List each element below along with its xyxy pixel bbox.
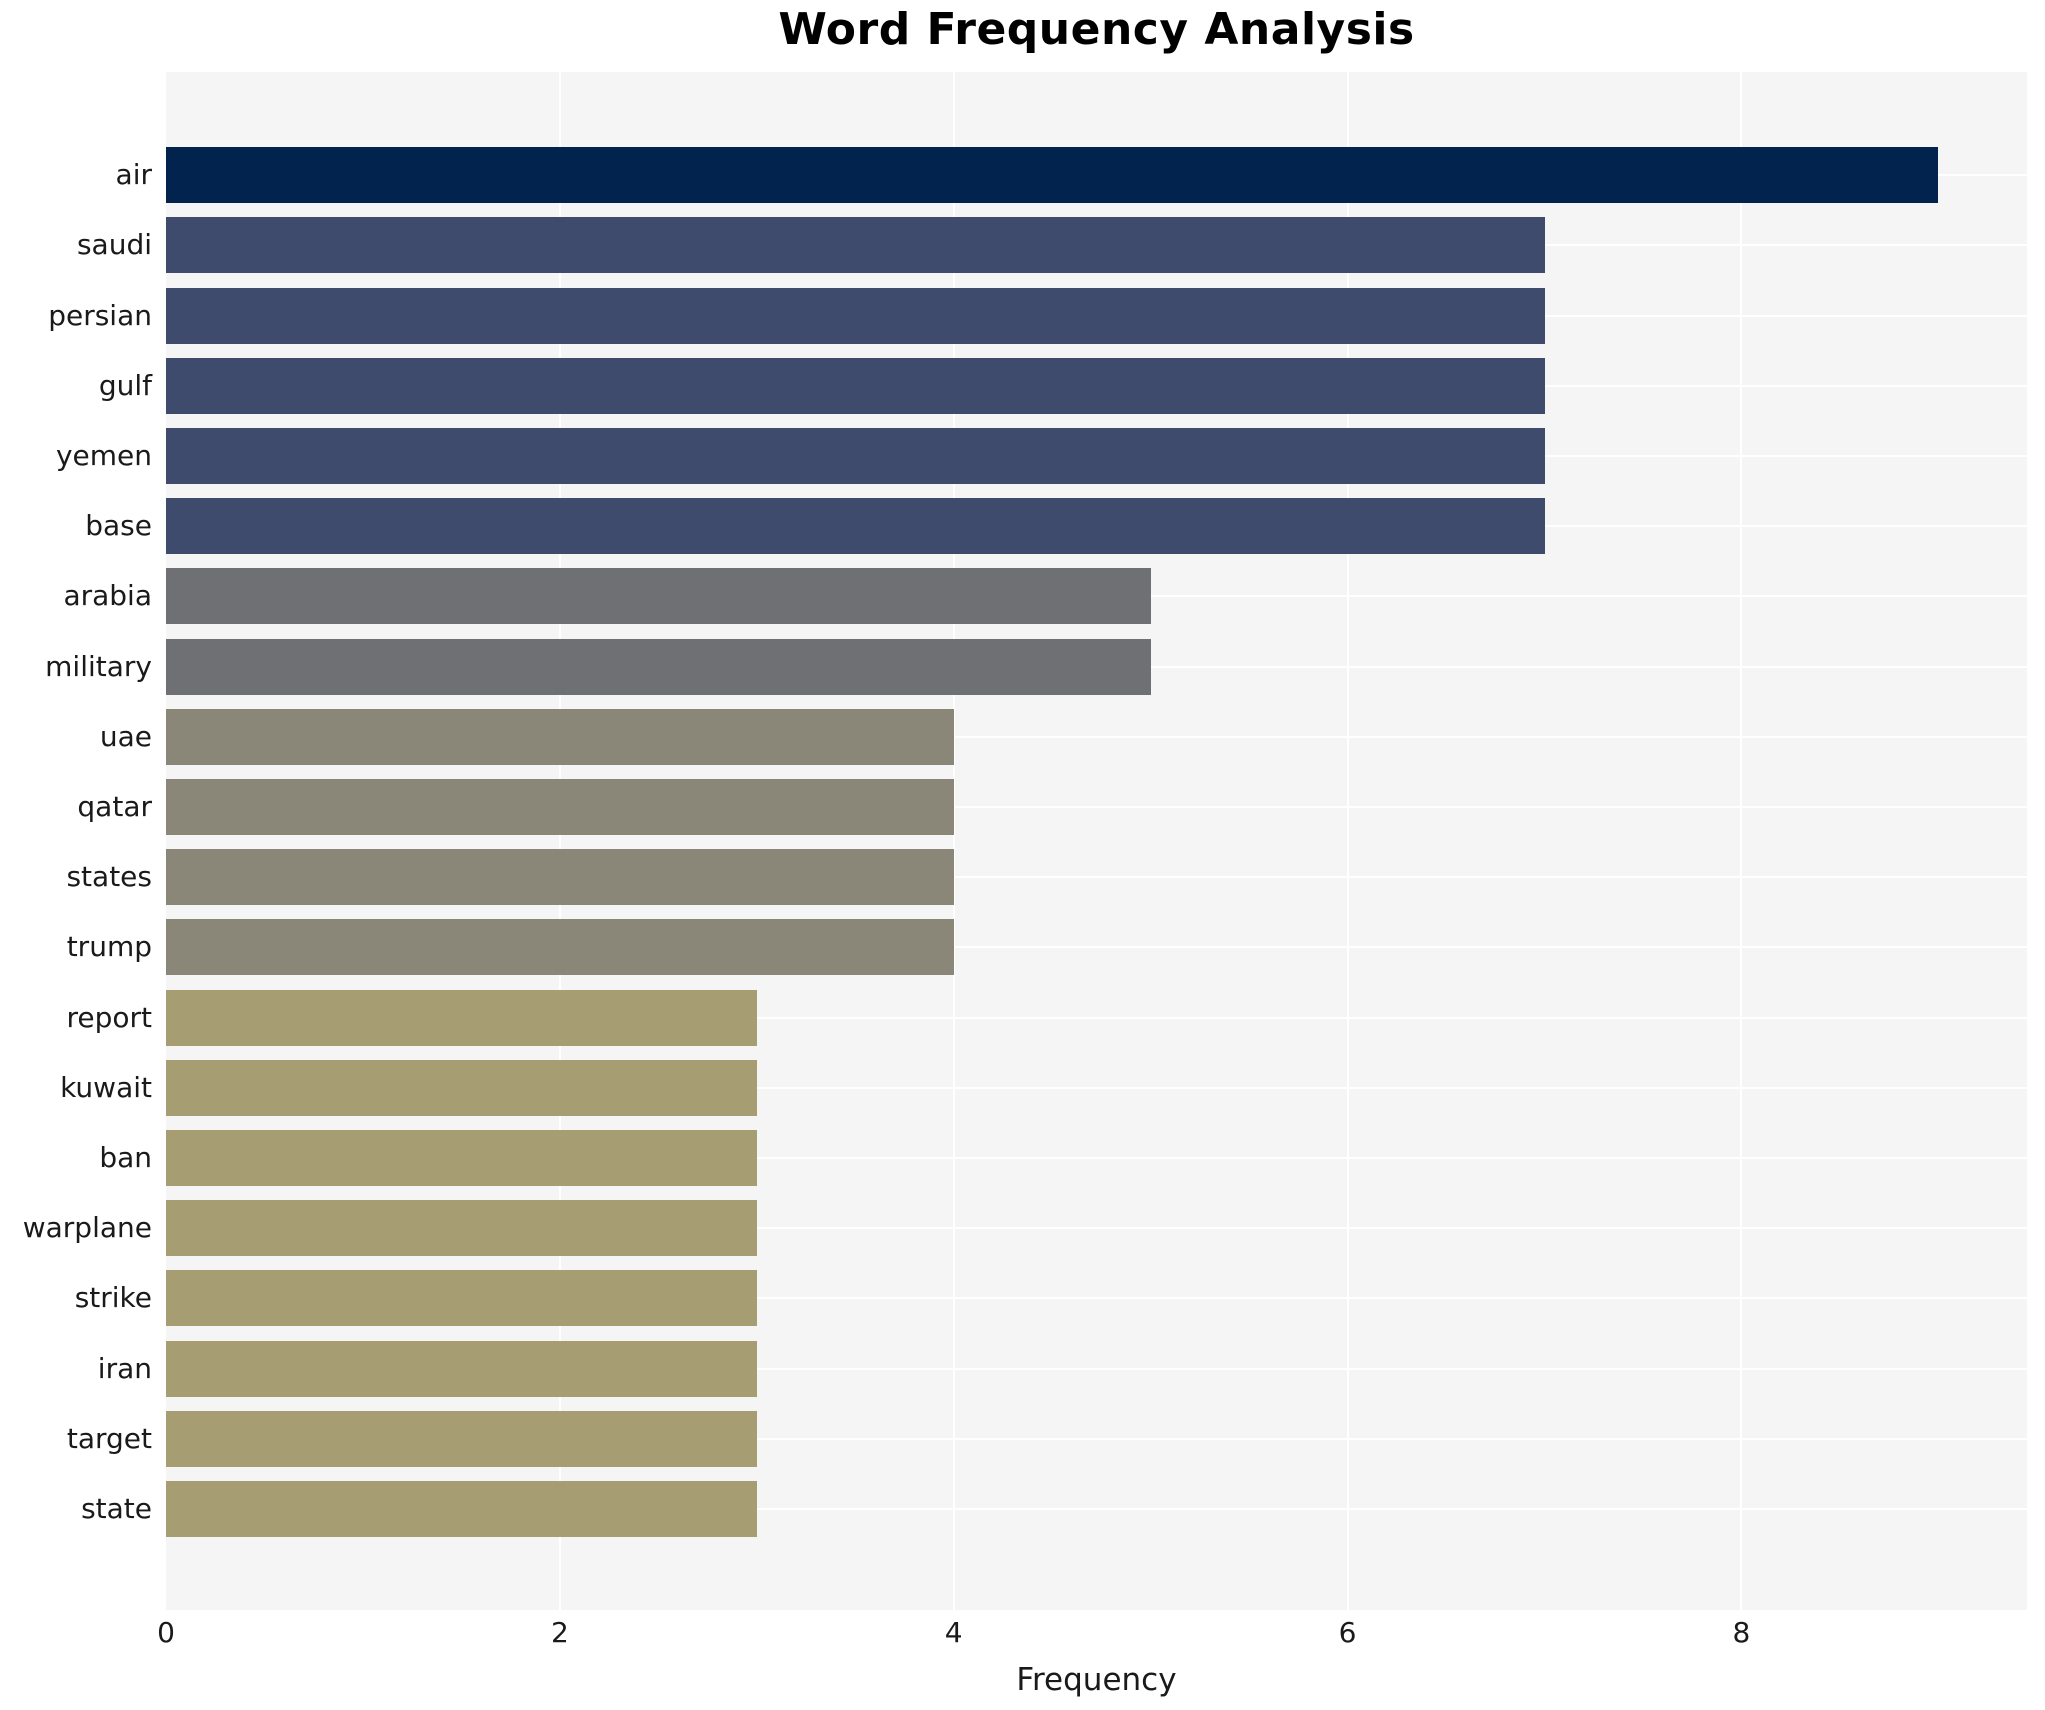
bar-row: state [81, 1474, 2027, 1544]
bar-row: states [66, 842, 2027, 912]
y-axis-label: state [81, 1491, 152, 1525]
horizontal-gridline [166, 735, 2027, 738]
frequency-bar [166, 919, 954, 976]
y-axis-label: persian [48, 298, 152, 332]
y-axis-label: iran [97, 1351, 152, 1385]
bar-row: warplane [23, 1193, 2027, 1263]
frequency-bar [166, 1340, 757, 1397]
horizontal-gridline [166, 946, 2027, 949]
y-axis-label: states [66, 860, 152, 894]
y-axis-label: base [85, 509, 152, 543]
x-axis-title: Frequency [1016, 1662, 1177, 1698]
bar-row: base [85, 491, 2027, 561]
frequency-bar [166, 778, 954, 835]
y-axis-label: military [45, 649, 152, 683]
frequency-bar [166, 1129, 757, 1186]
x-axis-tick-labels: 0 2 4 6 8 [157, 1616, 2027, 1654]
frequency-bar [166, 849, 954, 906]
y-axis-label: kuwait [60, 1070, 152, 1104]
y-axis-label: air [115, 158, 152, 192]
bar-row: kuwait [60, 1053, 2027, 1123]
vertical-gridline [952, 72, 955, 1610]
frequency-bar [166, 1059, 757, 1116]
frequency-bar [166, 638, 1151, 695]
y-axis-label: arabia [63, 579, 152, 613]
x-axis-tick-label: 6 [1338, 1616, 1357, 1649]
bar-row: yemen [56, 421, 2027, 491]
y-axis-label: ban [99, 1140, 152, 1174]
bar-row: air [116, 140, 2027, 210]
bar-row: trump [67, 912, 2027, 982]
y-axis-label: gulf [98, 368, 152, 402]
bar-row: target [67, 1404, 2027, 1474]
horizontal-gridline [166, 1086, 2027, 1089]
y-axis-label: report [66, 1000, 152, 1034]
bar-row: ban [99, 1123, 2027, 1193]
frequency-bar [166, 1270, 757, 1327]
frequency-bar [166, 287, 1545, 344]
vertical-gridline [1346, 72, 1349, 1610]
bar-row: military [45, 631, 2027, 701]
y-axis-label: yemen [55, 438, 152, 472]
frequency-bar [166, 217, 1545, 274]
frequency-bar [166, 708, 954, 765]
y-axis-label: saudi [76, 228, 152, 262]
bar-row: gulf [99, 351, 2027, 421]
frequency-bar [166, 1480, 757, 1537]
y-axis-label: strike [74, 1281, 152, 1315]
horizontal-gridline [166, 1016, 2027, 1019]
frequency-bar [166, 498, 1545, 555]
frequency-bar [166, 989, 757, 1046]
bar-row: strike [75, 1263, 2027, 1333]
horizontal-gridline [166, 1156, 2027, 1159]
vertical-gridline [558, 72, 561, 1610]
x-axis-tick-label: 8 [1732, 1616, 1751, 1649]
chart-title: Word Frequency Analysis [778, 4, 1415, 55]
horizontal-gridline [166, 1297, 2027, 1300]
vertical-gridline [1740, 72, 1743, 1610]
bar-row: persian [48, 280, 2027, 350]
bar-row: report [66, 982, 2027, 1052]
y-axis-label: warplane [22, 1211, 152, 1245]
horizontal-gridline [166, 805, 2027, 808]
y-axis-label: target [66, 1421, 152, 1455]
bar-row: qatar [77, 772, 2027, 842]
horizontal-gridline [166, 1437, 2027, 1440]
y-axis-label: trump [66, 930, 152, 964]
bar-row: saudi [77, 210, 2027, 280]
horizontal-gridline [166, 1367, 2027, 1370]
frequency-bar [166, 357, 1545, 414]
frequency-bar [166, 1200, 757, 1257]
y-axis-label: qatar [77, 789, 152, 823]
frequency-bar [166, 568, 1151, 625]
bar-rows: air saudi persian gulf yemen base arabia milita… [23, 72, 2027, 1610]
y-axis-label: uae [99, 719, 152, 753]
horizontal-gridline [166, 1507, 2027, 1510]
bar-row: uae [100, 702, 2027, 772]
frequency-bar [166, 1410, 757, 1467]
plot-area: air saudi persian gulf yemen base arabia milita… [23, 72, 2027, 1610]
x-axis-tick-label: 0 [157, 1616, 175, 1649]
horizontal-gridline [166, 1227, 2027, 1230]
x-axis-tick-label: 4 [944, 1616, 963, 1649]
x-axis-tick-label: 2 [550, 1616, 569, 1649]
bar-row: arabia [63, 561, 2027, 631]
horizontal-gridline [166, 876, 2027, 879]
bar-row: iran [98, 1333, 2027, 1403]
frequency-bar [166, 427, 1545, 484]
frequency-bar [166, 147, 1939, 204]
